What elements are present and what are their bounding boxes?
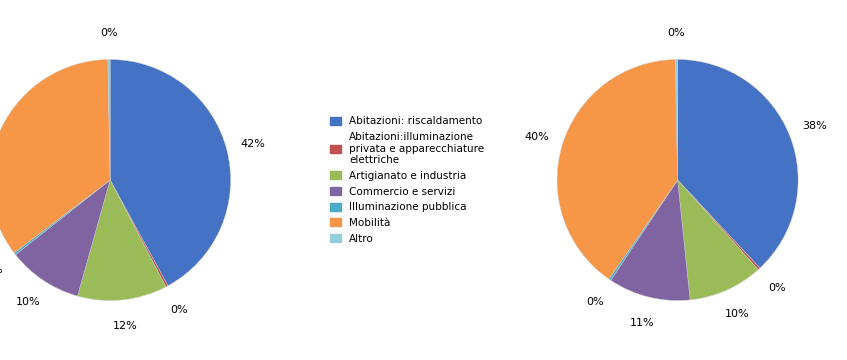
Text: 0%: 0% bbox=[170, 305, 188, 315]
Wedge shape bbox=[611, 180, 690, 301]
Wedge shape bbox=[678, 59, 798, 268]
Wedge shape bbox=[678, 180, 760, 270]
Legend: Abitazioni: riscaldamento, Abitazioni:illuminazione
privata e apparecchiature
el: Abitazioni: riscaldamento, Abitazioni:il… bbox=[327, 113, 487, 247]
Text: 40%: 40% bbox=[524, 132, 549, 143]
Wedge shape bbox=[0, 59, 110, 253]
Text: 42%: 42% bbox=[241, 139, 265, 149]
Wedge shape bbox=[108, 59, 110, 180]
Text: 12%: 12% bbox=[113, 321, 138, 331]
Wedge shape bbox=[678, 180, 758, 300]
Text: 38%: 38% bbox=[802, 121, 827, 131]
Wedge shape bbox=[675, 59, 678, 180]
Text: 0%: 0% bbox=[0, 265, 3, 275]
Wedge shape bbox=[609, 180, 678, 280]
Wedge shape bbox=[110, 180, 168, 287]
Wedge shape bbox=[557, 59, 678, 279]
Text: 10%: 10% bbox=[16, 297, 41, 307]
Text: 0%: 0% bbox=[768, 283, 786, 293]
Text: 10%: 10% bbox=[725, 309, 750, 319]
Wedge shape bbox=[15, 180, 110, 296]
Text: 11%: 11% bbox=[630, 318, 655, 328]
Wedge shape bbox=[14, 180, 110, 255]
Text: 0%: 0% bbox=[100, 28, 118, 38]
Text: 0%: 0% bbox=[586, 297, 604, 307]
Wedge shape bbox=[110, 59, 230, 286]
Wedge shape bbox=[78, 180, 166, 301]
Text: 0%: 0% bbox=[667, 28, 685, 38]
